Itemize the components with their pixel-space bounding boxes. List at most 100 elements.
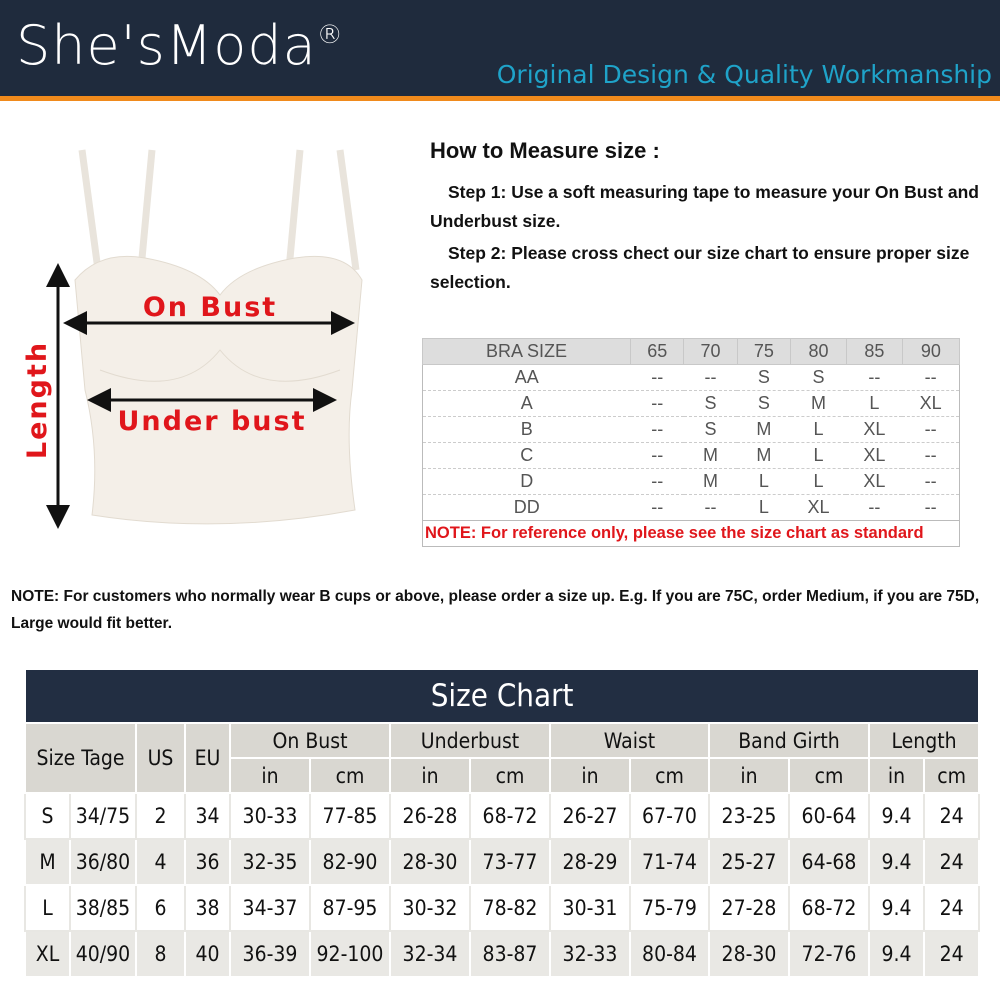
size-cell: 72-76: [788, 930, 870, 978]
bra-cell: M: [737, 416, 791, 443]
bra-cell: C: [422, 442, 631, 469]
bra-header-cell: 65: [630, 338, 685, 365]
header-unit: cm: [629, 757, 710, 794]
bra-cell: --: [683, 494, 738, 521]
step-1: Step 1: Use a soft measuring tape to mea…: [430, 182, 979, 231]
header-unit: cm: [469, 757, 551, 794]
bra-header-cell: 90: [901, 338, 961, 365]
size-cell: 24: [922, 884, 981, 932]
size-cell: 77-85: [309, 792, 391, 840]
bra-cell: L: [846, 390, 903, 417]
header-unit: in: [868, 757, 925, 794]
size-cell: 28-30: [389, 838, 471, 886]
bra-cell: S: [737, 390, 791, 417]
howto-title: How to Measure size :: [430, 138, 660, 163]
bra-table-row: DD -- -- L XL -- --: [422, 494, 960, 521]
brand-logo: She'sModa®: [16, 14, 344, 77]
size-cell: 6: [135, 884, 186, 932]
bra-cell: --: [683, 364, 738, 391]
size-cell: L: [24, 884, 71, 932]
bra-cell: XL: [846, 442, 903, 469]
bra-header-cell: 75: [736, 338, 792, 365]
size-cell: 26-27: [549, 792, 631, 840]
bra-header-cell: 70: [683, 338, 738, 365]
size-cell: 2: [135, 792, 186, 840]
trademark: ®: [316, 20, 344, 50]
header-unit: cm: [309, 757, 391, 794]
size-cell: 23-25: [708, 792, 790, 840]
bra-table-row: AA -- -- S S -- --: [422, 364, 960, 391]
bra-cell: S: [683, 390, 738, 417]
bra-cell: XL: [846, 468, 903, 495]
bra-table-row: A -- S S M L XL: [422, 390, 960, 417]
size-cell: 64-68: [788, 838, 870, 886]
size-cell: 24: [922, 838, 981, 886]
size-cell: 24: [922, 930, 981, 978]
bra-cell: M: [683, 468, 738, 495]
size-cell: 73-77: [469, 838, 551, 886]
size-cell: 30-31: [549, 884, 631, 932]
bustier-illustration: On Bust Under bust Length: [22, 149, 363, 529]
bra-cell: S: [737, 364, 791, 391]
size-cell: 60-64: [788, 792, 870, 840]
size-cell: 75-79: [629, 884, 710, 932]
size-cell: 87-95: [309, 884, 391, 932]
bra-table-header: BRA SIZE 65 70 75 80 85 90: [421, 338, 961, 365]
bra-cell: --: [902, 468, 960, 495]
size-cell: S: [24, 792, 71, 840]
bra-header-cell: BRA SIZE: [421, 338, 632, 365]
size-cell: 24: [922, 792, 981, 840]
step-2: Step 2: Please cross chect our size char…: [430, 243, 970, 292]
bra-cell: XL: [902, 390, 960, 417]
size-cell: 28-29: [549, 838, 631, 886]
brand-name: She'sModa: [16, 14, 317, 77]
how-to-measure: How to Measure size : Step 1: Use a soft…: [430, 138, 990, 300]
size-cell: 34: [184, 792, 231, 840]
bra-cell: L: [790, 468, 847, 495]
size-cell: 40/90: [69, 930, 137, 978]
bra-cell: S: [683, 416, 738, 443]
size-cell: 25-27: [708, 838, 790, 886]
size-cell: 38: [184, 884, 231, 932]
bra-cell: M: [683, 442, 738, 469]
size-cell: M: [24, 838, 71, 886]
size-cell: 36: [184, 838, 231, 886]
bra-cell: DD: [422, 494, 631, 521]
header-measure: Length: [867, 722, 981, 759]
header-measure: Waist: [549, 722, 710, 759]
header-unit: cm: [922, 757, 981, 794]
size-cell: 9.4: [868, 930, 925, 978]
size-cell: 78-82: [469, 884, 551, 932]
size-cell: 36-39: [229, 930, 311, 978]
bra-cell: --: [902, 494, 960, 521]
size-cell: 32-34: [389, 930, 471, 978]
bra-cell: XL: [790, 494, 847, 521]
bra-cell: --: [630, 390, 684, 417]
size-cell: XL: [24, 930, 71, 978]
size-cell: 8: [135, 930, 186, 978]
size-cell: 9.4: [868, 838, 925, 886]
size-cell: 82-90: [309, 838, 391, 886]
size-cell: 34/75: [69, 792, 137, 840]
size-cell: 30-33: [229, 792, 311, 840]
size-cell: 67-70: [629, 792, 710, 840]
bra-cell: --: [630, 468, 684, 495]
bra-cell: AA: [422, 364, 631, 391]
bra-table-note: NOTE: For reference only, please see the…: [422, 520, 960, 547]
header-unit: in: [389, 757, 471, 794]
header-unit: in: [708, 757, 790, 794]
bra-cell: S: [790, 364, 847, 391]
cup-size-note: NOTE: For customers who normally wear B …: [11, 588, 980, 632]
bra-cell: --: [902, 364, 960, 391]
header-unit: cm: [788, 757, 870, 794]
bra-cell: XL: [846, 416, 903, 443]
bra-table-row: B -- S M L XL --: [422, 416, 960, 443]
bra-cell: --: [846, 494, 903, 521]
size-cell: 80-84: [629, 930, 710, 978]
size-cell: 36/80: [69, 838, 137, 886]
size-cell: 34-37: [229, 884, 311, 932]
bra-cell: --: [846, 364, 903, 391]
bra-cell: --: [902, 442, 960, 469]
size-row: XL 40/90 8 40 36-39 92-100 32-34 83-87 32-33 80-8…: [24, 930, 981, 978]
size-cell: 38/85: [69, 884, 137, 932]
